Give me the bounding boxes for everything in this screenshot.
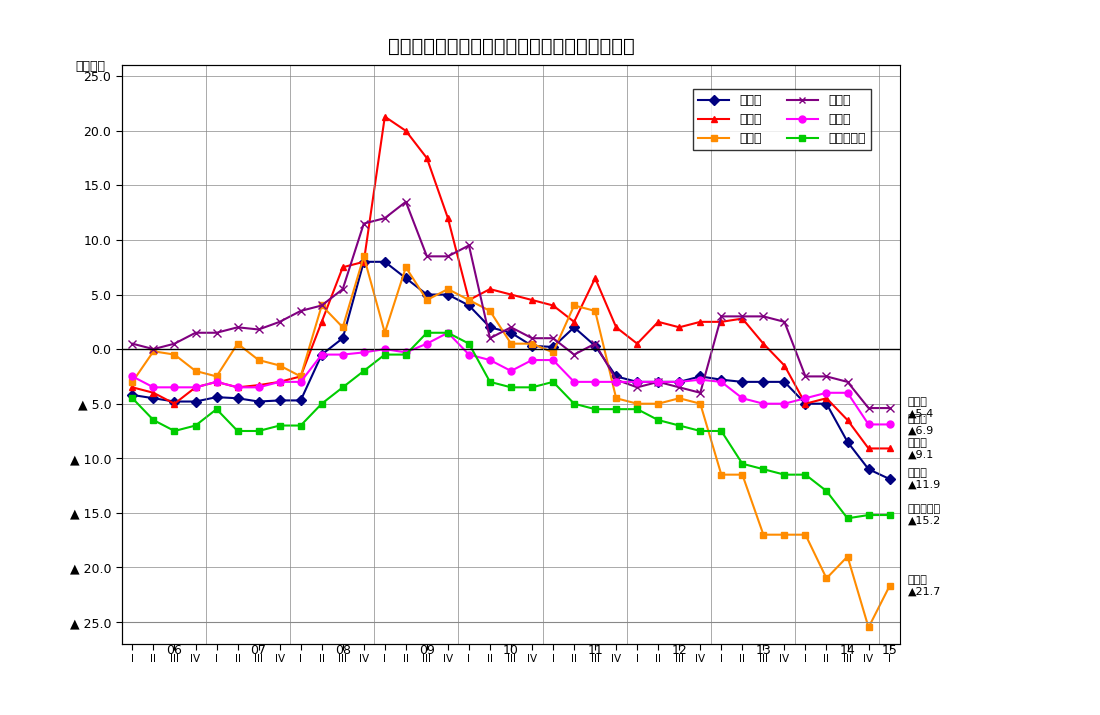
- Text: サービス業
▲15.2: サービス業 ▲15.2: [908, 504, 942, 526]
- Text: 13: 13: [756, 644, 771, 657]
- Text: 小売業
▲6.9: 小売業 ▲6.9: [908, 414, 934, 435]
- Title: 産業別従業員数過不足ＤＩ推移（今期の水準）: 産業別従業員数過不足ＤＩ推移（今期の水準）: [387, 36, 635, 56]
- Text: 全産業
▲11.9: 全産業 ▲11.9: [908, 468, 942, 490]
- Text: 10: 10: [503, 644, 519, 657]
- Text: （ＤＩ）: （ＤＩ）: [75, 59, 106, 72]
- Text: 15: 15: [881, 644, 898, 657]
- Text: 12: 12: [671, 644, 688, 657]
- Text: 11: 11: [587, 644, 603, 657]
- Text: 建設業
▲21.7: 建設業 ▲21.7: [908, 575, 942, 597]
- Text: 06: 06: [166, 644, 183, 657]
- Text: 09: 09: [419, 644, 435, 657]
- Text: 07: 07: [251, 644, 266, 657]
- Text: 08: 08: [334, 644, 351, 657]
- Text: 14: 14: [839, 644, 856, 657]
- Text: 製造業
▲9.1: 製造業 ▲9.1: [908, 438, 934, 459]
- Legend: 全産業, 製造業, 建設業, 卸売業, 小売業, サービス業: 全産業, 製造業, 建設業, 卸売業, 小売業, サービス業: [693, 89, 870, 150]
- Text: 卸売業
▲5.4: 卸売業 ▲5.4: [908, 398, 934, 419]
